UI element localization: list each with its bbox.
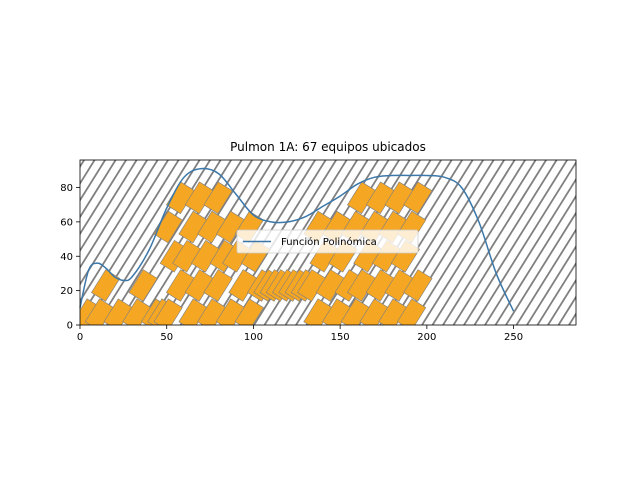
hatch-line [169,160,274,325]
equipment-unit [203,181,233,215]
legend-box [236,229,419,254]
hatch-line [389,160,495,325]
hatch-line [431,160,537,325]
hatch-line [547,278,576,325]
hatch-line [0,160,63,325]
x-tick-label: 0 [77,332,83,343]
hatch-line [410,160,516,325]
x-axis: 0 50 100 150 200 250 [77,325,523,343]
hatch-line [368,160,474,325]
y-tick-label: 20 [60,286,73,297]
hatch-line [106,160,211,325]
hatch-line [80,160,148,270]
hatch-line [536,261,576,325]
hatch-line [505,211,576,325]
y-axis: 0 20 40 60 80 [60,183,80,332]
hatch-line [80,160,106,202]
hatch-line [568,312,576,325]
hatch-line [484,177,576,325]
hatch-line [515,228,576,325]
hatch-line [494,194,576,325]
equipment-unit [234,298,264,325]
plot-area [0,159,640,326]
x-tick-label: 50 [160,332,173,343]
chart-title: Pulmon 1A: 67 equipos ubicados [230,140,426,154]
hatch-line [80,160,138,253]
hatch-line [80,160,159,286]
series-line-funcion-polinomica [79,167,515,312]
hatch-line [463,160,568,325]
y-tick-label: 60 [60,217,73,228]
hatch-line [580,160,640,325]
y-tick-label: 40 [60,252,73,263]
equipment-unit [91,269,121,302]
hatch-line [80,160,180,320]
equipment-unit [396,298,427,325]
series-layer [79,167,515,312]
equipment-unit [203,269,233,302]
equipment-unit [403,181,433,215]
x-tick-label: 150 [331,332,350,343]
equipment-unit [128,269,158,302]
y-tick-label: 0 [67,321,73,332]
hatch-line [526,244,576,325]
hatch-line [442,160,547,325]
hatch-line [473,160,576,325]
hatch-line [148,160,253,325]
hatch-line [80,160,117,219]
x-tick-label: 250 [504,332,523,343]
legend: Función Polinómica [236,229,419,254]
equipment-unit [153,298,183,325]
plot-frame [79,159,577,326]
legend-entry-label: Función Polinómica [281,236,377,248]
x-tick-label: 100 [244,332,263,343]
x-tick-label: 200 [417,332,436,343]
y-tick-label: 80 [60,183,73,194]
hatch-line [80,160,127,236]
hatch-line [421,160,526,325]
equipment-unit [403,269,433,302]
hatch-line [452,160,558,325]
